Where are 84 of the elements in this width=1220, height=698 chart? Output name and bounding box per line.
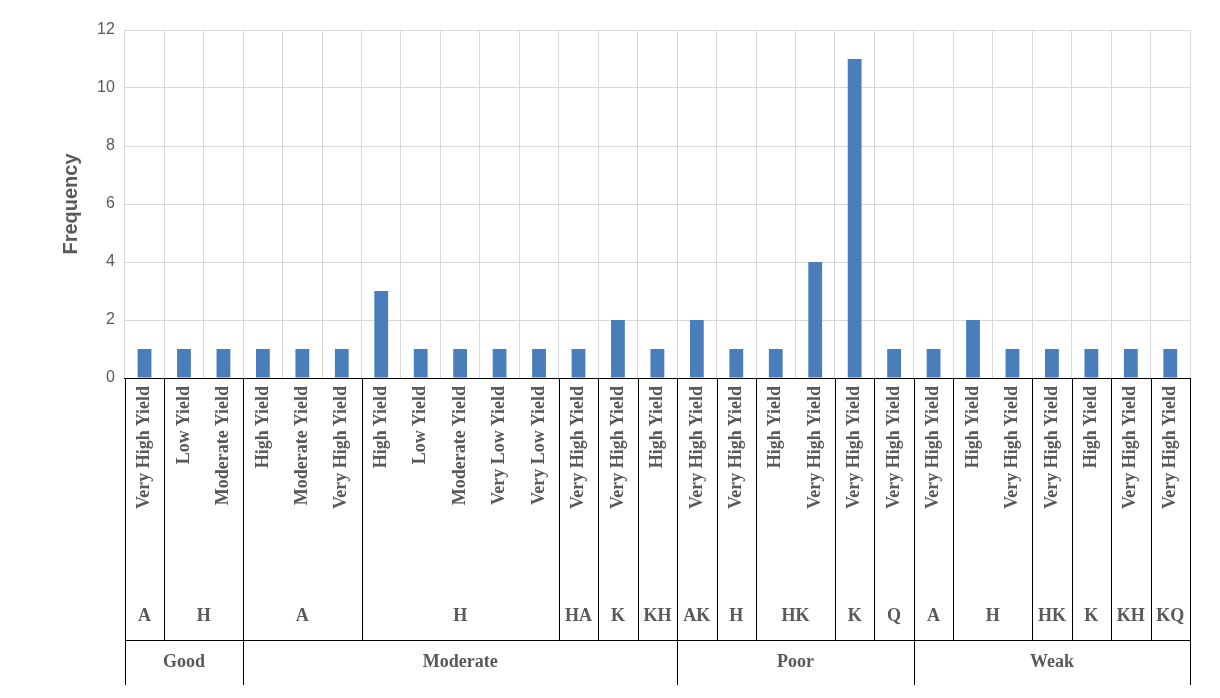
text: HA: [564, 605, 592, 626]
y-tick-label: 8: [105, 136, 115, 154]
x-tick-label: Low Yield: [172, 386, 193, 465]
text: Moderate: [422, 651, 498, 672]
x-tick-label: Very High Yield: [882, 386, 903, 510]
x-tick-label: Very High Yield: [330, 386, 351, 510]
text: Q: [887, 605, 902, 626]
text: HK: [781, 605, 810, 626]
text: AK: [683, 605, 711, 626]
y-tick-label: 10: [97, 78, 115, 96]
bar: [808, 262, 823, 378]
bar: [768, 349, 783, 378]
bar: [611, 320, 625, 378]
text: H: [729, 605, 744, 626]
bar: [374, 291, 389, 378]
bar: [492, 349, 507, 378]
x-tick-label: High Yield: [961, 386, 982, 469]
x-tick-label: Moderate Yield: [212, 386, 233, 506]
x-tick-label: High Yield: [369, 386, 390, 469]
bar: [650, 349, 665, 378]
bar: [453, 349, 468, 378]
bar: [177, 349, 191, 378]
text: Poor: [776, 651, 814, 672]
x-tick-label: Very High Yield: [1119, 386, 1140, 510]
bar: [295, 349, 310, 378]
text: HK: [1037, 605, 1066, 626]
bar: [334, 349, 349, 378]
x-tick-label: Very High Yield: [606, 386, 627, 510]
text: H: [196, 605, 211, 626]
bar: [1005, 349, 1020, 378]
text: A: [295, 605, 309, 626]
x-tick-label: Very Low Yield: [488, 386, 509, 505]
x-tick-label: Low Yield: [409, 386, 430, 465]
y-tick-label: 0: [105, 368, 115, 386]
x-tick-label: Moderate Yield: [290, 386, 311, 506]
text: KH: [1116, 605, 1145, 626]
x-tick-label: Very High Yield: [1158, 386, 1179, 510]
x-tick-label: Very High Yield: [922, 386, 943, 510]
bar: [137, 349, 152, 378]
text: Weak: [1029, 651, 1074, 672]
x-tick-label: Very High Yield: [1040, 386, 1061, 510]
bar: [887, 349, 902, 378]
x-tick-label: High Yield: [251, 386, 272, 469]
y-tick-label: 6: [105, 194, 115, 212]
bar: [413, 349, 428, 378]
bar: [1163, 349, 1178, 378]
x-tick-label: Very High Yield: [1001, 386, 1022, 510]
bar: [532, 349, 546, 378]
x-tick-label: High Yield: [1080, 386, 1101, 469]
x-tick-label: Very High Yield: [803, 386, 824, 510]
text: K: [1084, 605, 1099, 626]
text: KH: [643, 605, 672, 626]
y-tick-label: 4: [105, 252, 115, 270]
x-tick-label: Very Low Yield: [527, 386, 548, 505]
x-tick-label: Very High Yield: [724, 386, 745, 510]
bar: [571, 349, 586, 378]
x-tick-label: Moderate Yield: [448, 386, 469, 506]
x-tick-label: High Yield: [646, 386, 667, 469]
bar: [255, 349, 270, 378]
x-tick-label: Very High Yield: [567, 386, 588, 510]
text: K: [610, 605, 625, 626]
text: H: [985, 605, 1000, 626]
bar: [1123, 349, 1138, 378]
text: H: [453, 605, 468, 626]
text: Good: [162, 651, 205, 672]
bar: [1084, 349, 1099, 378]
bar: [847, 59, 862, 378]
bar: [926, 349, 941, 378]
bar: [1045, 349, 1059, 378]
y-tick-label: 2: [105, 310, 115, 328]
y-tick-label: 12: [97, 20, 115, 38]
x-tick-label: High Yield: [764, 386, 785, 469]
bar: [966, 320, 980, 378]
bar: [729, 349, 744, 378]
x-tick-label: Very High Yield: [843, 386, 864, 510]
text: K: [847, 605, 862, 626]
x-tick-label: Very High Yield: [133, 386, 154, 510]
text: KQ: [1156, 605, 1185, 626]
bar: [689, 320, 704, 378]
text: A: [138, 605, 152, 626]
bar: [216, 349, 231, 378]
x-tick-label: Very High Yield: [685, 386, 706, 510]
text: A: [927, 605, 941, 626]
y-axis-title: Frequency: [58, 152, 81, 255]
